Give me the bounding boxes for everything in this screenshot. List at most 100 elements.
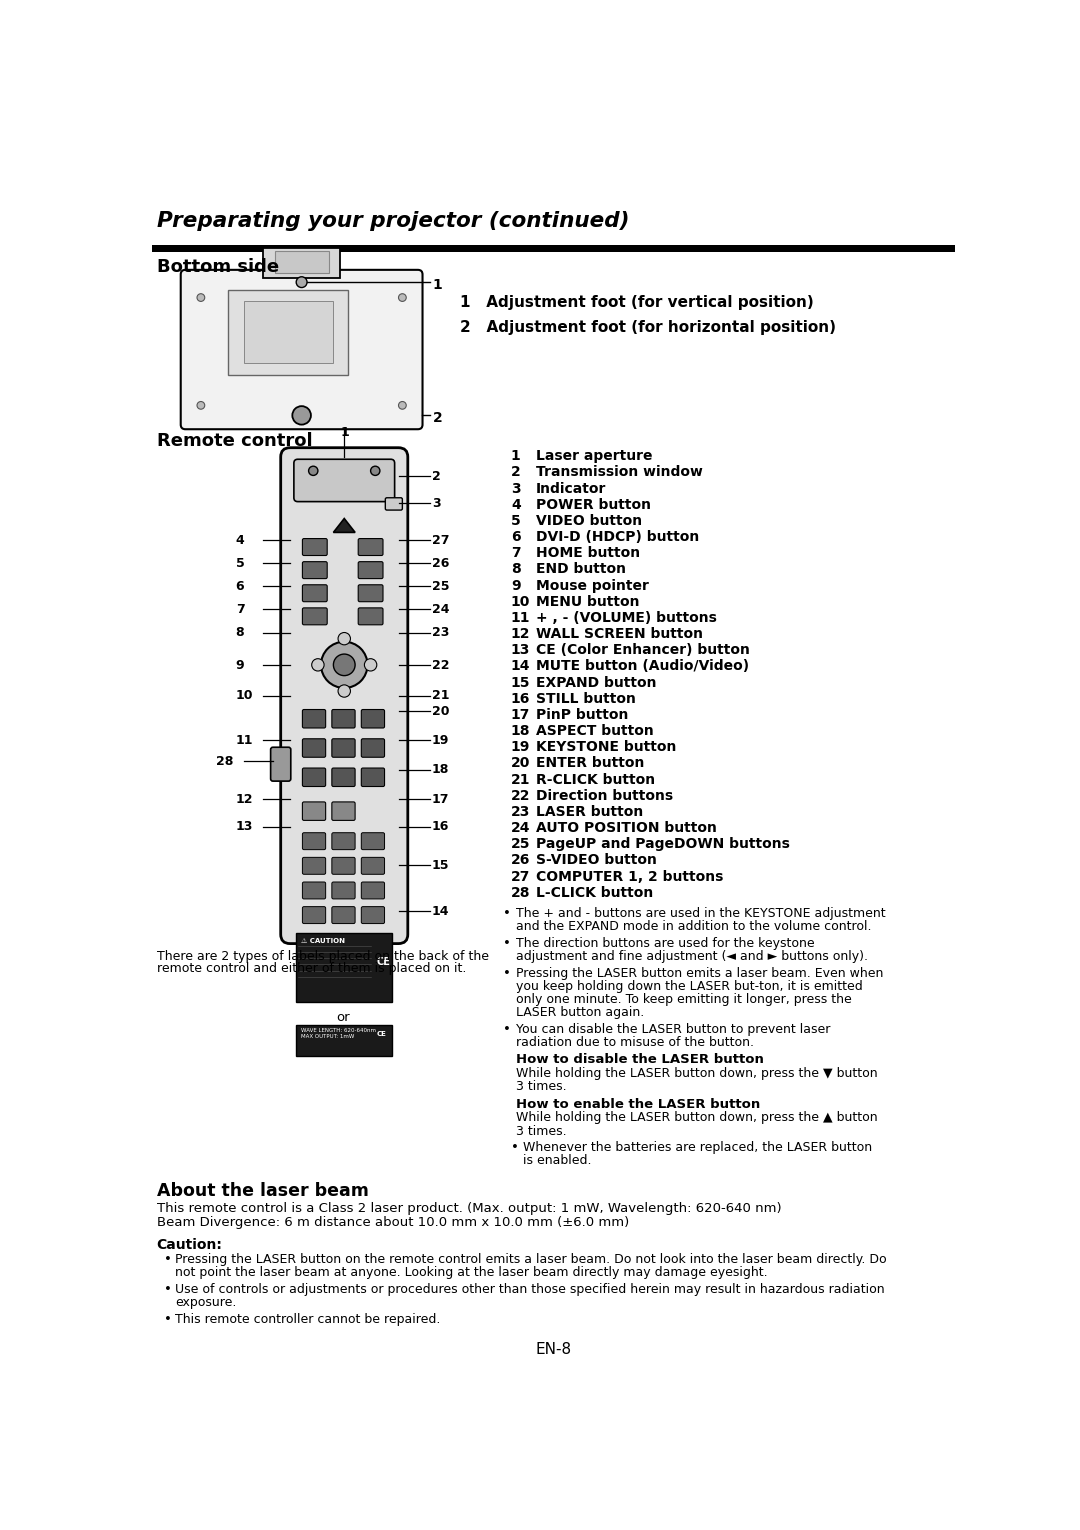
FancyBboxPatch shape [362,907,384,924]
Text: Direction buttons: Direction buttons [536,789,673,803]
Text: HOME button: HOME button [536,546,639,560]
FancyBboxPatch shape [362,881,384,900]
Text: •: • [503,936,511,950]
Text: EXPAND button: EXPAND button [536,676,657,690]
Text: Bottom side: Bottom side [157,259,279,277]
FancyBboxPatch shape [359,539,383,555]
Text: 23: 23 [511,805,530,819]
Text: radiation due to misuse of the button.: radiation due to misuse of the button. [515,1036,754,1050]
Text: and the EXPAND mode in addition to the volume control.: and the EXPAND mode in addition to the v… [515,920,872,933]
Text: 5: 5 [511,514,521,528]
Bar [243,301,333,363]
Text: KEYSTONE button: KEYSTONE button [536,741,676,754]
FancyBboxPatch shape [362,739,384,757]
Text: 3 times.: 3 times. [515,1080,566,1092]
Text: 9: 9 [511,578,521,592]
Text: only one minute. To keep emitting it longer, press the: only one minute. To keep emitting it lon… [515,993,851,1005]
Text: CE: CE [377,958,391,967]
Text: 21: 21 [432,690,449,702]
Text: While holding the LASER button down, press the ▲ button: While holding the LASER button down, pre… [515,1111,877,1125]
Bar [296,1025,392,1056]
Text: 3: 3 [432,497,441,509]
Text: Pressing the LASER button on the remote control emits a laser beam. Do not look : Pressing the LASER button on the remote … [175,1253,887,1267]
Circle shape [364,659,377,672]
Text: 1: 1 [433,277,443,292]
Text: ASPECT button: ASPECT button [536,724,653,737]
Text: LASER button: LASER button [536,805,643,819]
Text: LASER button again.: LASER button again. [515,1005,644,1019]
FancyBboxPatch shape [332,739,355,757]
Text: POWER button: POWER button [536,497,650,511]
Circle shape [338,685,350,698]
FancyBboxPatch shape [302,881,326,900]
FancyBboxPatch shape [180,269,422,430]
Text: 23: 23 [432,626,449,640]
FancyBboxPatch shape [332,832,355,849]
Text: EN-8: EN-8 [536,1342,571,1357]
Text: 28: 28 [511,886,530,900]
Text: 26: 26 [511,854,530,868]
Text: 22: 22 [511,789,530,803]
FancyBboxPatch shape [332,881,355,900]
Text: About the laser beam: About the laser beam [157,1183,368,1201]
Text: Remote control: Remote control [157,431,312,450]
Text: PageUP and PageDOWN buttons: PageUP and PageDOWN buttons [536,837,789,851]
Text: 27: 27 [432,534,449,546]
FancyBboxPatch shape [362,710,384,728]
Text: 12: 12 [235,793,253,806]
FancyBboxPatch shape [362,857,384,874]
Text: You can disable the LASER button to prevent laser: You can disable the LASER button to prev… [515,1024,829,1036]
Text: •: • [511,1141,518,1154]
Text: 25: 25 [432,580,449,594]
Text: 28: 28 [216,754,233,768]
FancyBboxPatch shape [302,802,326,820]
Text: 22: 22 [432,659,449,672]
Text: 19: 19 [511,741,530,754]
Text: is enabled.: is enabled. [524,1154,592,1167]
Text: 6: 6 [511,529,521,545]
Text: L-CLICK button: L-CLICK button [536,886,653,900]
Text: The direction buttons are used for the keystone: The direction buttons are used for the k… [515,936,814,950]
FancyBboxPatch shape [302,607,327,624]
Text: 1   Adjustment foot (for vertical position): 1 Adjustment foot (for vertical position… [460,295,814,311]
Circle shape [334,653,355,676]
FancyBboxPatch shape [362,832,384,849]
Text: 2: 2 [511,465,521,479]
Text: 12: 12 [511,627,530,641]
Text: 25: 25 [511,837,530,851]
Text: 27: 27 [511,869,530,884]
FancyBboxPatch shape [302,832,326,849]
Circle shape [296,277,307,288]
FancyBboxPatch shape [359,562,383,578]
Bar [152,245,955,252]
Text: 2: 2 [432,470,441,483]
Text: There are 2 types of labels placed on the back of the: There are 2 types of labels placed on th… [157,950,488,962]
Text: 24: 24 [432,603,449,617]
Text: 19: 19 [432,734,449,747]
Text: MUTE button (Audio/Video): MUTE button (Audio/Video) [536,659,748,673]
Text: 18: 18 [432,763,449,776]
Text: 26: 26 [432,557,449,571]
Text: DVI-D (HDCP) button: DVI-D (HDCP) button [536,529,699,545]
Text: 15: 15 [432,858,449,872]
Text: 20: 20 [511,756,530,771]
FancyBboxPatch shape [359,584,383,601]
Text: 16: 16 [432,820,449,834]
FancyBboxPatch shape [302,907,326,924]
Text: exposure.: exposure. [175,1296,237,1310]
Text: The + and - buttons are used in the KEYSTONE adjustment: The + and - buttons are used in the KEYS… [515,907,886,920]
FancyBboxPatch shape [302,584,327,601]
Text: This remote control is a Class 2 laser product. (Max. output: 1 mW, Wavelength: : This remote control is a Class 2 laser p… [157,1203,781,1215]
Text: 2: 2 [433,410,443,425]
Text: •: • [503,967,511,979]
FancyBboxPatch shape [332,802,355,820]
Bar [262,248,340,278]
Text: 17: 17 [511,708,530,722]
Text: •: • [503,907,511,920]
Circle shape [293,405,311,425]
Text: Pressing the LASER button emits a laser beam. Even when: Pressing the LASER button emits a laser … [515,967,883,979]
Text: Beam Divergence: 6 m distance about 10.0 mm x 10.0 mm (±6.0 mm): Beam Divergence: 6 m distance about 10.0… [157,1216,629,1229]
FancyBboxPatch shape [362,768,384,786]
Text: END button: END button [536,563,625,577]
Text: 16: 16 [511,692,530,705]
